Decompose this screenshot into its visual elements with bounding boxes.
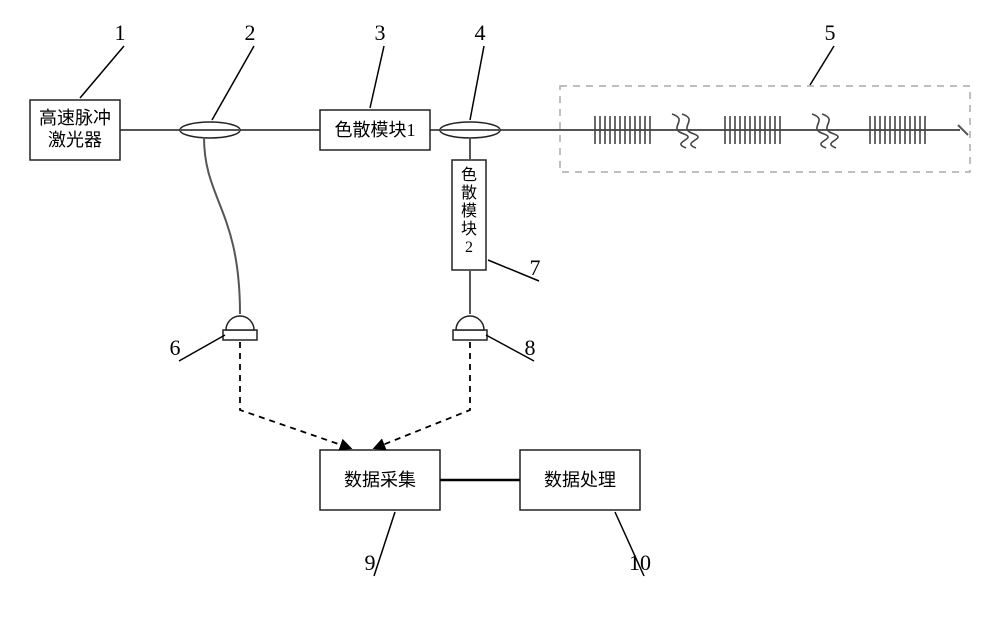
leader-9 (374, 512, 395, 576)
detector-6-dome (226, 316, 254, 330)
leader-6 (179, 335, 225, 361)
dispersion-1-label: 色散模块1 (335, 120, 416, 140)
dispersion-2-label-char: 2 (465, 239, 473, 256)
callout-7: 7 (530, 255, 541, 280)
dispersion-2-label-char: 散 (461, 184, 477, 202)
dispersion-2-label-char: 块 (461, 220, 477, 238)
data-processing-label: 数据处理 (544, 470, 616, 490)
laser-label-1: 高速脉冲 (39, 108, 111, 128)
callout-9: 9 (365, 550, 376, 575)
detector-8-base (453, 330, 487, 340)
leader-2 (212, 46, 254, 120)
leader-3 (370, 46, 384, 108)
detector-8-dome (456, 316, 484, 330)
callout-10: 10 (629, 550, 651, 575)
dispersion-2-label-char: 模 (461, 202, 477, 220)
signal-8-to-acq (375, 342, 470, 448)
callout-8: 8 (525, 335, 536, 360)
leader-1 (80, 46, 124, 98)
callout-6: 6 (170, 335, 181, 360)
callout-2: 2 (245, 20, 256, 45)
callout-4: 4 (475, 20, 486, 45)
signal-6-to-acq (240, 342, 350, 448)
callout-5: 5 (825, 20, 836, 45)
leader-5 (810, 46, 834, 85)
callout-1: 1 (115, 20, 126, 45)
drop-fiber-2-to-6 (204, 137, 240, 314)
leader-4 (470, 46, 484, 120)
detector-6-base (223, 330, 257, 340)
callout-3: 3 (375, 20, 386, 45)
dispersion-2-label-char: 色 (461, 166, 477, 184)
data-acquisition-label: 数据采集 (344, 470, 416, 490)
laser-label-2: 激光器 (48, 130, 102, 150)
